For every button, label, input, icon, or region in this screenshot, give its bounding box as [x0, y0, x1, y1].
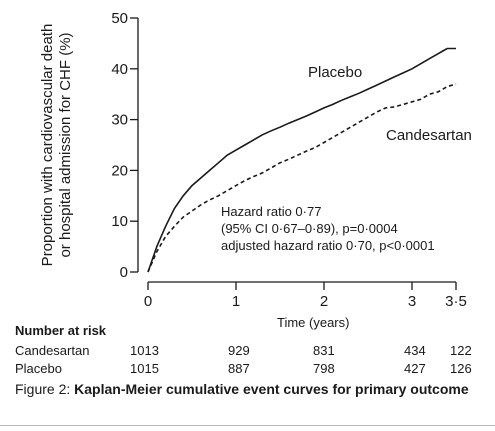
x-tick-label: 1 — [232, 293, 240, 310]
risk-value: 427 — [404, 361, 426, 376]
risk-value: 434 — [404, 343, 426, 358]
y-tick-label: 20 — [111, 162, 128, 179]
series-label-placebo: Placebo — [308, 64, 362, 81]
series-line-placebo — [147, 47, 456, 273]
annotation-line-2: (95% CI 0·67–0·89), p=0·0004 — [221, 221, 398, 236]
y-tick-label: 40 — [111, 61, 128, 78]
series-label-candesartan: Candesartan — [386, 127, 472, 144]
annotation-line-3: adjusted hazard ratio 0·70, p<0·0001 — [221, 238, 435, 253]
figure-caption: Figure 2: Kaplan-Meier cumulative event … — [15, 380, 485, 399]
x-tick-label: 2 — [320, 293, 328, 310]
chart: Proportion with cardiovascular death or … — [39, 10, 472, 330]
hazard-annotation: Hazard ratio 0·77 (95% CI 0·67–0·89), p=… — [221, 204, 435, 253]
risk-value: 798 — [313, 361, 335, 376]
annotation-line-1: Hazard ratio 0·77 — [221, 204, 321, 219]
risk-row-label-candesartan: Candesartan — [15, 343, 90, 358]
curves — [147, 47, 457, 273]
caption-prefix: Figure 2: — [15, 381, 75, 397]
risk-value: 122 — [450, 343, 472, 358]
x-tick-label: 3·5 — [445, 293, 467, 310]
risk-value: 831 — [313, 343, 335, 358]
y-axis-title-line-1: Proportion with cardiovascular death — [39, 24, 56, 267]
caption-title: Kaplan-Meier cumulative event curves for… — [74, 381, 469, 397]
x-axis-title: Time (years) — [277, 315, 349, 330]
risk-value: 1013 — [130, 343, 159, 358]
x-tick-label: 3 — [408, 293, 416, 310]
risk-row-label-placebo: Placebo — [15, 361, 62, 376]
y-tick-label: 30 — [111, 112, 128, 129]
axes: 0 10 20 30 40 50 0 1 2 3 3·5 — [111, 10, 467, 310]
risk-value: 126 — [450, 361, 472, 376]
series-line-candesartan — [147, 83, 457, 273]
risk-value: 1015 — [130, 361, 159, 376]
x-tick-label: 0 — [144, 293, 152, 310]
y-tick-label: 0 — [120, 264, 128, 281]
y-axis-title: Proportion with cardiovascular death or … — [39, 24, 74, 267]
risk-value: 929 — [228, 343, 250, 358]
number-at-risk-title: Number at risk — [15, 323, 107, 338]
risk-value: 887 — [228, 361, 250, 376]
y-tick-label: 50 — [111, 10, 128, 27]
bottom-rule — [0, 425, 495, 426]
y-axis-title-line-2: or hospital admission for CHF (%) — [57, 32, 74, 257]
y-tick-label: 10 — [111, 213, 128, 230]
